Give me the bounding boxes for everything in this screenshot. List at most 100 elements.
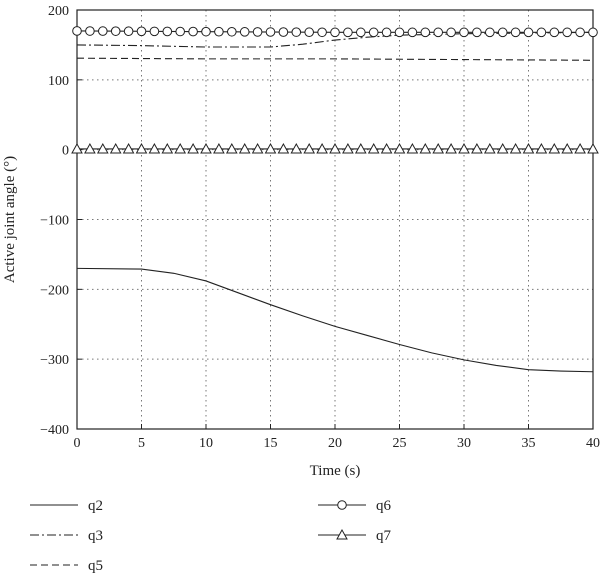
series-marker-q7 — [225, 142, 238, 154]
x-tick-label: 15 — [264, 436, 278, 451]
series-marker-q7 — [277, 142, 290, 154]
x-tick-label: 40 — [586, 436, 600, 451]
series-marker-q6 — [123, 26, 134, 37]
series-marker-q6 — [136, 26, 147, 37]
series-marker-q7 — [548, 142, 561, 154]
series-marker-q6 — [381, 27, 392, 38]
series-marker-q7 — [329, 142, 341, 154]
y-tick-label: −200 — [40, 283, 69, 298]
series-marker-q6 — [317, 27, 327, 38]
series-marker-q7 — [380, 142, 393, 154]
series-marker-q6 — [278, 27, 289, 37]
series-marker-q6 — [459, 27, 469, 38]
series-marker-q7 — [290, 142, 303, 154]
series-marker-q7 — [316, 142, 328, 154]
legend-label-q7: q7 — [376, 528, 392, 544]
series-marker-q6 — [162, 26, 173, 37]
series-marker-q7 — [535, 142, 548, 154]
x-tick-label: 35 — [522, 436, 536, 451]
series-marker-q7 — [561, 142, 574, 154]
x-tick-label: 5 — [138, 436, 145, 451]
series-marker-q7 — [303, 142, 316, 154]
series-marker-q7 — [367, 142, 380, 154]
series-marker-q6 — [343, 27, 353, 38]
series-marker-q7 — [445, 142, 457, 154]
series-marker-q7 — [84, 142, 96, 154]
series-marker-q6 — [407, 27, 418, 38]
y-tick-label: −100 — [40, 214, 69, 229]
series-marker-q7 — [161, 142, 174, 154]
series-marker-q7 — [238, 142, 251, 154]
series-marker-q7 — [71, 142, 83, 154]
x-tick-label: 30 — [457, 436, 471, 451]
y-tick-label: −300 — [40, 353, 69, 368]
legend-marker-q6 — [337, 500, 347, 510]
series-marker-q6 — [227, 26, 237, 37]
series-marker-q6 — [175, 26, 185, 37]
series-marker-q6 — [98, 26, 108, 36]
series-marker-q7 — [458, 142, 470, 154]
series-marker-q6 — [536, 27, 547, 38]
series-marker-q7 — [483, 142, 496, 154]
series-marker-q6 — [394, 27, 405, 38]
series-marker-q6 — [265, 27, 276, 37]
series-marker-q7 — [135, 142, 148, 154]
x-tick-label: 10 — [199, 436, 213, 451]
series-marker-q7 — [509, 142, 522, 154]
series-marker-q6 — [485, 27, 495, 38]
y-tick-label: 0 — [62, 144, 69, 159]
series-marker-q7 — [574, 142, 586, 154]
y-tick-label: −400 — [40, 423, 69, 438]
series-marker-q6 — [201, 26, 211, 37]
series-line-q2 — [76, 267, 594, 373]
legend-label-q6: q6 — [376, 498, 392, 514]
series-marker-q6 — [330, 27, 340, 38]
series-marker-q6 — [239, 27, 250, 37]
y-tick-label: 100 — [48, 74, 69, 89]
series-marker-q6 — [368, 27, 379, 38]
series-marker-q7 — [342, 142, 354, 154]
series-marker-q7 — [187, 142, 199, 154]
series-marker-q6 — [110, 26, 121, 36]
series-marker-q7 — [496, 142, 509, 154]
series-marker-q7 — [432, 142, 445, 154]
series-marker-q6 — [291, 27, 302, 37]
x-tick-label: 0 — [74, 436, 81, 451]
series-marker-q6 — [549, 27, 560, 38]
series-marker-q7 — [174, 142, 187, 154]
series-marker-q7 — [96, 142, 109, 154]
series-marker-q7 — [522, 142, 535, 154]
series-marker-q6 — [433, 27, 444, 38]
series-marker-q7 — [393, 142, 406, 154]
x-tick-label: 25 — [393, 436, 407, 451]
series-marker-q6 — [252, 27, 263, 37]
series-marker-q6 — [149, 26, 160, 37]
series-marker-q6 — [523, 27, 534, 38]
y-tick-label: 200 — [48, 4, 69, 19]
series-marker-q6 — [72, 26, 82, 36]
x-axis-label: Time (s) — [310, 463, 361, 479]
series-marker-q7 — [419, 142, 432, 154]
series-marker-q6 — [85, 26, 95, 36]
legend-label-q3: q3 — [88, 528, 103, 544]
series-marker-q7 — [471, 142, 483, 154]
legend-label-q2: q2 — [88, 498, 103, 514]
series-marker-q6 — [562, 27, 573, 38]
series-marker-q7 — [251, 142, 264, 154]
series-marker-q7 — [264, 142, 277, 154]
series-marker-q6 — [510, 27, 521, 38]
legend-marker-q7 — [336, 528, 348, 540]
series-marker-q6 — [575, 27, 585, 38]
series-marker-q7 — [354, 142, 367, 154]
series-marker-q6 — [497, 27, 508, 38]
series-marker-q6 — [588, 27, 598, 38]
series-marker-q7 — [148, 142, 161, 154]
series-marker-q7 — [109, 142, 122, 154]
series-marker-q6 — [356, 27, 366, 38]
y-axis-label: Active joint angle (°) — [2, 156, 18, 283]
series-marker-q6 — [446, 27, 456, 38]
series-marker-q7 — [587, 142, 599, 154]
series-marker-q7 — [213, 142, 225, 154]
legend-label-q5: q5 — [88, 558, 103, 574]
